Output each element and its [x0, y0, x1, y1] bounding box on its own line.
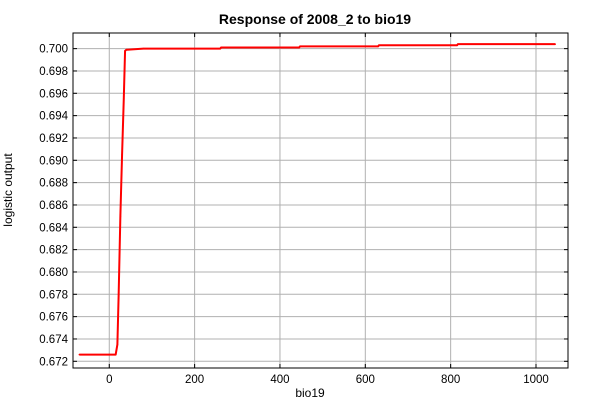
y-tick-label: 0.676: [39, 312, 68, 324]
x-tick-label: 400: [270, 374, 289, 386]
series-point: [377, 45, 379, 48]
x-axis-label: bio19: [295, 386, 325, 400]
series-point: [119, 215, 122, 217]
series-point: [457, 43, 459, 45]
series-point: [219, 47, 222, 50]
y-tick-label: 0.690: [39, 155, 68, 167]
y-tick-label: 0.686: [39, 200, 68, 212]
series-point: [114, 353, 117, 356]
chart-title: Response of 2008_2 to bio19: [219, 11, 411, 27]
y-tick-label: 0.692: [39, 133, 68, 145]
series-point: [117, 293, 120, 296]
y-tick-label: 0.700: [39, 44, 68, 56]
y-tick-label: 0.694: [39, 111, 68, 123]
series-point: [108, 353, 111, 356]
x-tick-label: 200: [185, 374, 204, 386]
series-point: [122, 98, 125, 100]
series-point: [78, 353, 81, 356]
y-tick-label: 0.688: [39, 178, 68, 190]
series-point: [125, 48, 128, 51]
y-tick-label: 0.678: [39, 289, 68, 301]
series-point: [554, 43, 556, 45]
series-point: [298, 46, 300, 49]
series-point: [378, 44, 380, 47]
x-tick-label: 1000: [523, 374, 549, 386]
y-tick-label: 0.682: [39, 245, 68, 257]
y-tick-label: 0.674: [39, 334, 68, 346]
y-tick-label: 0.680: [39, 267, 68, 279]
x-tick-label: 0: [106, 374, 112, 386]
plot-frame: [72, 32, 569, 369]
series-point: [116, 343, 119, 346]
series-point: [220, 46, 222, 49]
ticks: 0.672 0.674 0.676 0.678 0.680 0.682 0.684 0.686…: [39, 33, 568, 386]
series-point: [142, 47, 145, 50]
series-point: [121, 153, 123, 156]
series-point: [124, 50, 126, 52]
series-point: [456, 44, 458, 47]
y-tick-label: 0.698: [39, 66, 68, 78]
series-point: [299, 45, 301, 48]
x-tick-label: 800: [441, 374, 460, 386]
x-tick-label: 600: [356, 374, 375, 386]
series-layer: [78, 43, 556, 356]
y-tick-label: 0.696: [39, 88, 68, 100]
y-axis-label: logistic output: [1, 153, 15, 227]
y-tick-label: 0.672: [39, 356, 68, 368]
y-tick-label: 0.684: [39, 222, 68, 234]
grid: [73, 33, 568, 368]
